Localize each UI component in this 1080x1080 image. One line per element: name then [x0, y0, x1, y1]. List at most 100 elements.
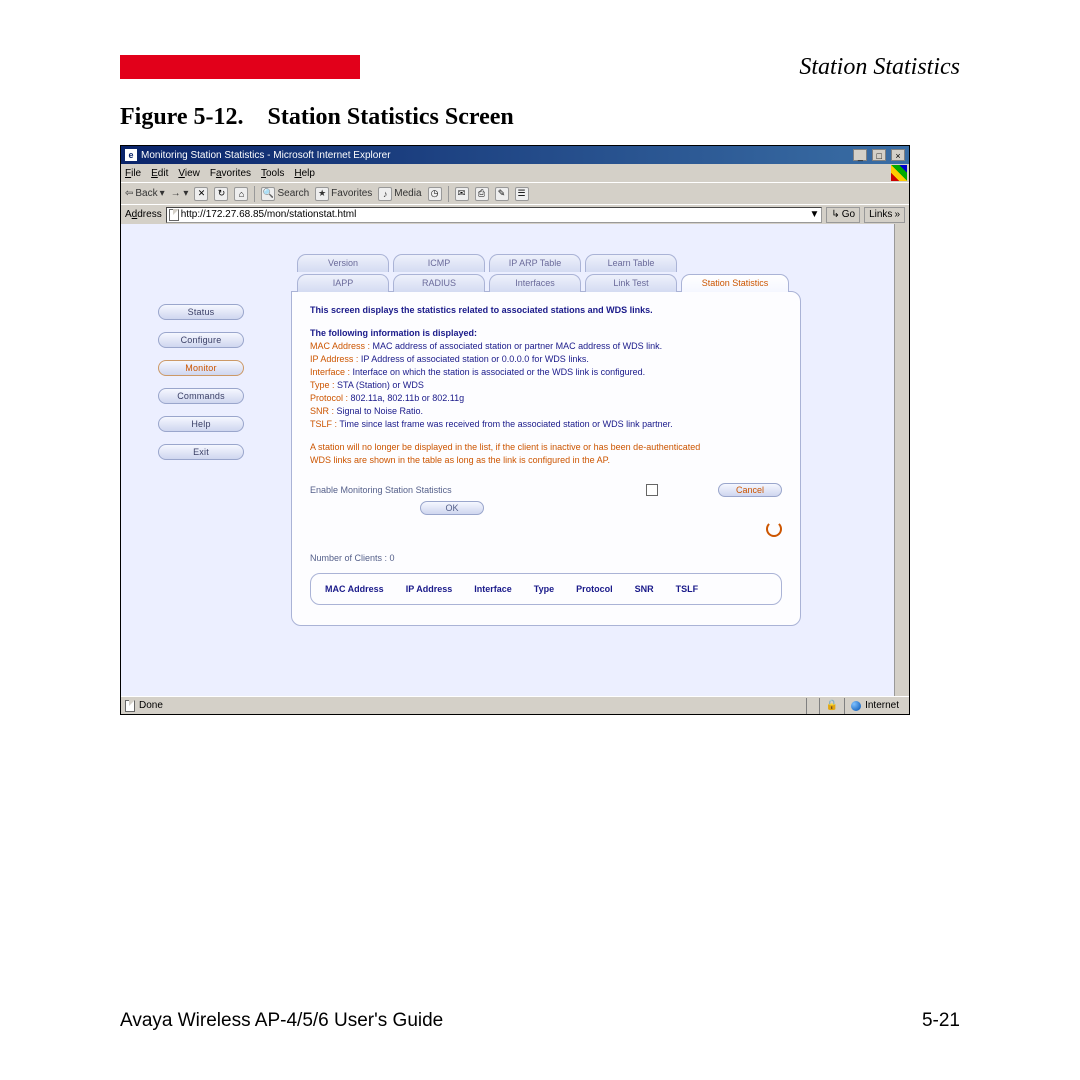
footer-left: Avaya Wireless AP-4/5/6 User's Guide	[120, 1010, 443, 1032]
col-tslf: TSLF	[676, 584, 699, 594]
favorites-button[interactable]: ★Favorites	[315, 187, 372, 201]
back-button[interactable]: ⇦ Back ▾	[125, 188, 165, 199]
figure-label: Figure 5-12.	[120, 104, 244, 130]
footer-right: 5-21	[922, 1010, 960, 1032]
intro-text: This screen displays the statistics rela…	[310, 304, 782, 317]
tab-row-1: Version ICMP IP ARP Table Learn Table	[297, 254, 879, 272]
enable-checkbox[interactable]	[646, 484, 658, 496]
address-label: Address	[125, 209, 162, 220]
menu-help[interactable]: Help	[294, 168, 315, 179]
warning-1: A station will no longer be displayed in…	[310, 441, 782, 454]
ie-window: e Monitoring Station Statistics - Micros…	[120, 145, 910, 715]
globe-icon	[851, 701, 861, 711]
window-buttons[interactable]: _ □ ×	[851, 149, 905, 162]
close-icon[interactable]: ×	[891, 149, 905, 161]
col-snr: SNR	[635, 584, 654, 594]
ie-menubar: File Edit View Favorites Tools Help	[121, 164, 909, 182]
enable-row: Enable Monitoring Station Statistics Can…	[310, 483, 782, 497]
status-divider	[806, 698, 819, 714]
maximize-icon[interactable]: □	[872, 149, 886, 161]
sidebar-item-help[interactable]: Help	[158, 416, 244, 432]
ie-statusbar: Done 🔒 Internet	[121, 696, 909, 714]
edit-icon[interactable]: ✎	[495, 187, 509, 201]
search-icon: 🔍	[261, 187, 275, 201]
line-snr: SNR : Signal to Noise Ratio.	[310, 405, 782, 418]
star-icon: ★	[315, 187, 329, 201]
minimize-icon[interactable]: _	[853, 149, 867, 161]
ie-logo-icon: e	[125, 149, 137, 161]
line-mac: MAC Address : MAC address of associated …	[310, 340, 782, 353]
history-icon[interactable]: ◷	[428, 187, 442, 201]
status-text: Done	[139, 700, 163, 711]
line-tslf: TSLF : Time since last frame was receive…	[310, 418, 782, 431]
media-button[interactable]: ♪Media	[378, 187, 421, 201]
menu-file[interactable]: File	[125, 168, 141, 179]
figure-title: Station Statistics Screen	[268, 104, 514, 130]
table-headers: MAC Address IP Address Interface Type Pr…	[310, 573, 782, 605]
col-interface: Interface	[474, 584, 512, 594]
col-mac: MAC Address	[325, 584, 384, 594]
home-icon[interactable]: ⌂	[234, 187, 248, 201]
refresh-icon[interactable]: ↻	[214, 187, 228, 201]
tab-iparp[interactable]: IP ARP Table	[489, 254, 581, 272]
line-ip: IP Address : IP Address of associated st…	[310, 353, 782, 366]
section-title: Station Statistics	[799, 54, 960, 81]
clients-count: Number of Clients : 0	[310, 553, 782, 563]
address-field[interactable]: http://172.27.68.85/mon/stationstat.html…	[166, 207, 823, 223]
go-button[interactable]: ↳ Go	[826, 207, 860, 223]
line-interface: Interface : Interface on which the stati…	[310, 366, 782, 379]
sidebar-item-exit[interactable]: Exit	[158, 444, 244, 460]
sub-heading: The following information is displayed:	[310, 327, 782, 340]
figure-caption: Figure 5-12. Station Statistics Screen	[120, 104, 960, 131]
discuss-icon[interactable]: ☰	[515, 187, 529, 201]
page-content: Status Configure Monitor Commands Help E…	[121, 224, 909, 696]
sidebar: Status Configure Monitor Commands Help E…	[121, 224, 281, 696]
menu-favorites[interactable]: Favorites	[210, 168, 251, 179]
status-page-icon	[125, 700, 135, 712]
sidebar-item-status[interactable]: Status	[158, 304, 244, 320]
tab-version[interactable]: Version	[297, 254, 389, 272]
enable-label: Enable Monitoring Station Statistics	[310, 485, 452, 495]
menu-edit[interactable]: Edit	[151, 168, 168, 179]
menu-view[interactable]: View	[178, 168, 200, 179]
ok-button[interactable]: OK	[420, 501, 484, 515]
stop-icon[interactable]: ✕	[194, 187, 208, 201]
menu-tools[interactable]: Tools	[261, 168, 284, 179]
links-button[interactable]: Links »	[864, 207, 905, 223]
ie-toolbar: ⇦ Back ▾ → ▾ ✕ ↻ ⌂ 🔍Search ★Favorites ♪M…	[121, 182, 909, 204]
forward-button[interactable]: → ▾	[171, 188, 189, 199]
ie-titlebar: e Monitoring Station Statistics - Micros…	[121, 146, 909, 164]
status-security-icon: 🔒	[819, 698, 844, 714]
print-icon[interactable]: ⎙	[475, 187, 489, 201]
tab-interfaces[interactable]: Interfaces	[489, 274, 581, 292]
ie-throbber-icon	[891, 165, 907, 181]
page-footer: Avaya Wireless AP-4/5/6 User's Guide 5-2…	[120, 1010, 960, 1032]
url-text: http://172.27.68.85/mon/stationstat.html	[181, 209, 357, 220]
page-header: Station Statistics	[120, 52, 960, 82]
media-icon: ♪	[378, 187, 392, 201]
sidebar-item-commands[interactable]: Commands	[158, 388, 244, 404]
main-panel: Version ICMP IP ARP Table Learn Table IA…	[281, 224, 909, 696]
tab-radius[interactable]: RADIUS	[393, 274, 485, 292]
refresh-loop-icon[interactable]	[766, 521, 782, 537]
window-title: Monitoring Station Statistics - Microsof…	[141, 150, 391, 161]
tab-row-2: IAPP RADIUS Interfaces Link Test Station…	[297, 274, 879, 292]
red-accent-block	[120, 55, 360, 79]
sidebar-item-monitor[interactable]: Monitor	[158, 360, 244, 376]
sidebar-item-configure[interactable]: Configure	[158, 332, 244, 348]
line-protocol: Protocol : 802.11a, 802.11b or 802.11g	[310, 392, 782, 405]
status-zone: Internet	[844, 698, 905, 714]
tab-linktest[interactable]: Link Test	[585, 274, 677, 292]
tab-station-statistics[interactable]: Station Statistics	[681, 274, 789, 292]
tab-icmp[interactable]: ICMP	[393, 254, 485, 272]
ie-addressbar: Address http://172.27.68.85/mon/stations…	[121, 204, 909, 224]
search-button[interactable]: 🔍Search	[261, 187, 309, 201]
page-icon	[169, 209, 179, 221]
tab-learn[interactable]: Learn Table	[585, 254, 677, 272]
tab-iapp[interactable]: IAPP	[297, 274, 389, 292]
mail-icon[interactable]: ✉	[455, 187, 469, 201]
line-type: Type : STA (Station) or WDS	[310, 379, 782, 392]
content-panel: This screen displays the statistics rela…	[291, 291, 801, 626]
cancel-button[interactable]: Cancel	[718, 483, 782, 497]
warning-2: WDS links are shown in the table as long…	[310, 454, 782, 467]
